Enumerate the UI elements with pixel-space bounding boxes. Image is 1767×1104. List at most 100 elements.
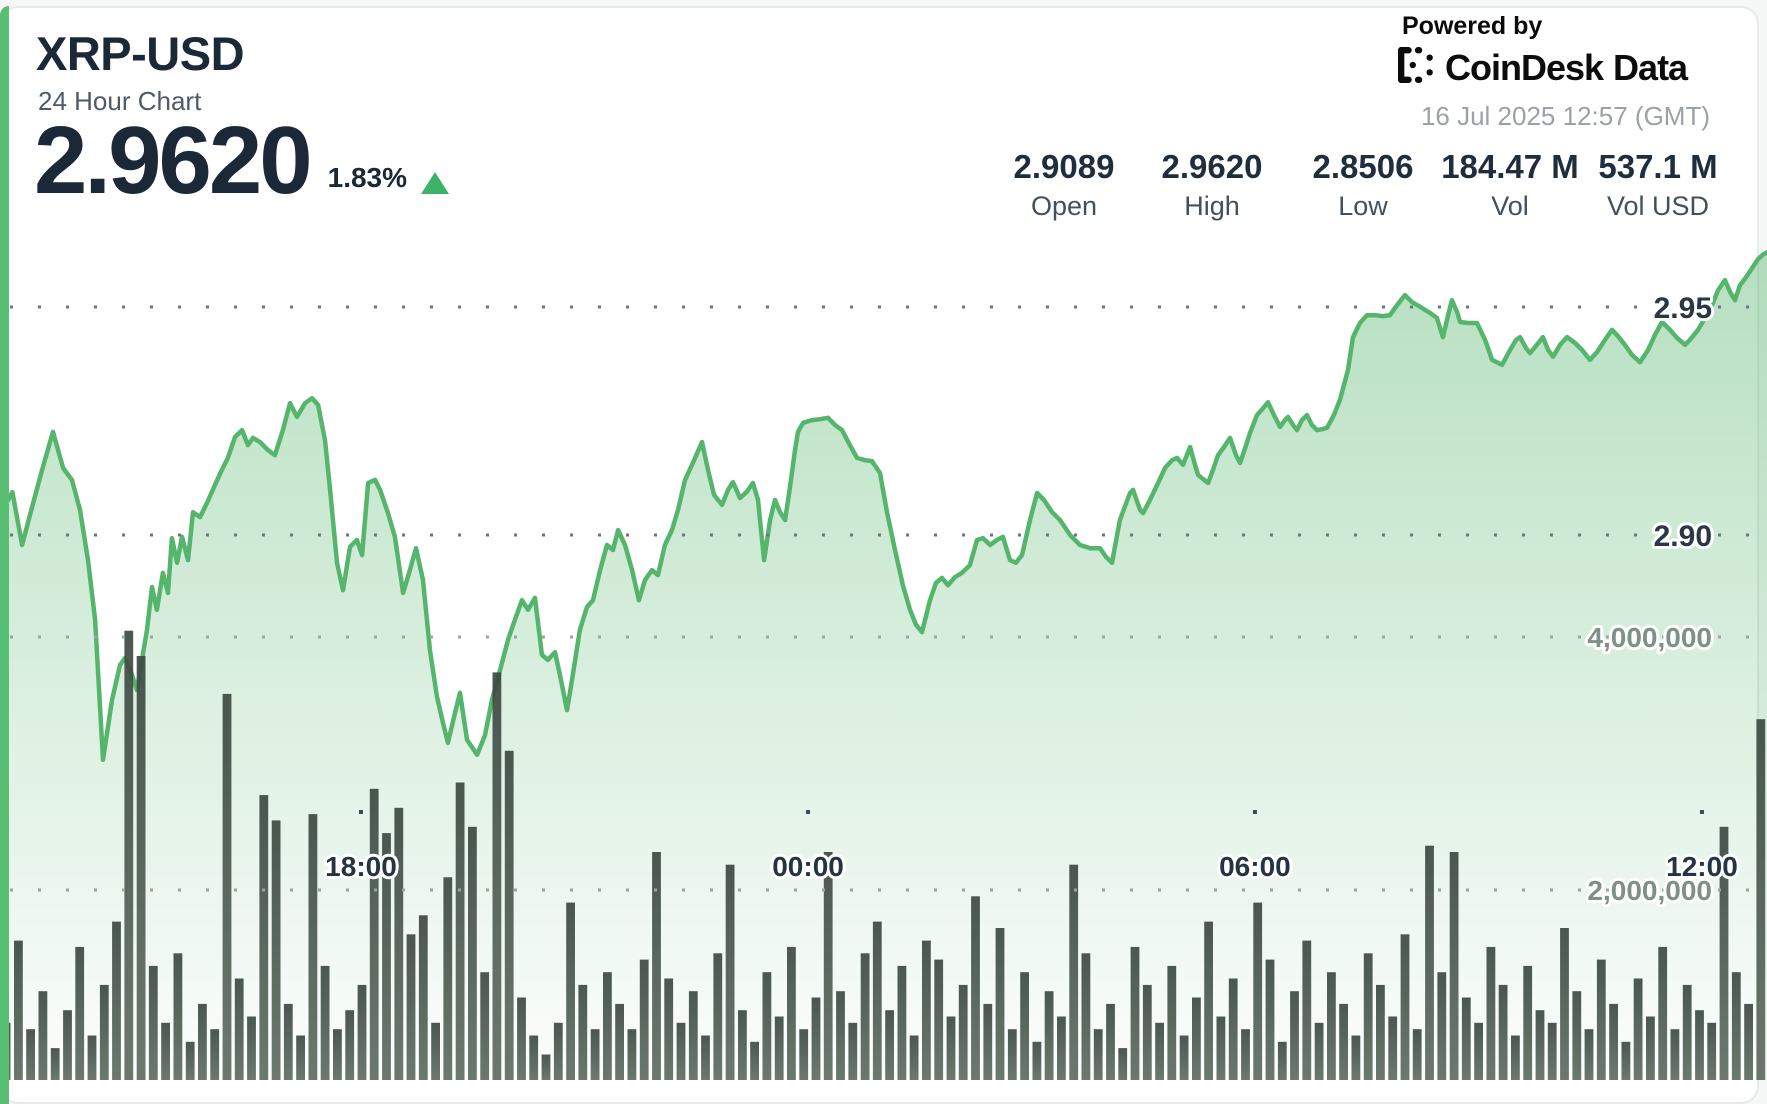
time-axis-label: 12:00 <box>1666 851 1738 882</box>
volume-bar <box>578 984 588 1080</box>
volume-bar <box>1731 972 1741 1080</box>
volume-bar <box>1057 1016 1066 1080</box>
volume-bar <box>1388 1016 1398 1080</box>
volume-bar <box>1596 959 1606 1080</box>
volume-bar <box>762 972 772 1080</box>
volume-bars <box>1 630 1766 1080</box>
price-area-fill <box>5 252 1767 1080</box>
volume-axis-tick: 2,000,000 <box>1587 875 1712 906</box>
volume-bar <box>738 1010 747 1080</box>
volume-bar <box>1339 1003 1348 1080</box>
volume-bar <box>1277 1041 1287 1080</box>
volume-bar <box>1425 845 1434 1080</box>
change-percent: 1.83% <box>327 161 408 193</box>
volume-bar <box>1572 991 1582 1080</box>
volume-bar <box>713 953 723 1080</box>
volume-bar <box>688 991 698 1080</box>
stat-open-value: 2.9089 <box>1013 148 1115 185</box>
stat-volume-usd: 537.1 M Vol USD <box>1598 148 1717 222</box>
volume-bar <box>1560 928 1569 1080</box>
volume-bar <box>1437 972 1447 1080</box>
volume-bar <box>750 1041 759 1080</box>
volume-bar <box>1155 1022 1164 1080</box>
volume-bar <box>480 972 490 1080</box>
volume-bar <box>590 1029 600 1080</box>
volume-bar <box>823 852 833 1080</box>
volume-bar <box>357 984 367 1080</box>
price-line <box>3 250 1767 763</box>
volume-bar <box>787 946 796 1080</box>
volume-bar <box>50 1048 60 1080</box>
volume-bar <box>1327 972 1336 1080</box>
volume-bar <box>1032 1041 1042 1080</box>
volume-bar <box>627 1029 637 1080</box>
volume-bar <box>1241 1029 1250 1080</box>
volume-bar <box>836 991 845 1080</box>
volume-bar <box>725 864 735 1080</box>
volume-bar <box>1020 972 1029 1080</box>
stat-high-value: 2.9620 <box>1161 148 1263 185</box>
volume-bar <box>124 630 134 1080</box>
volume-bar <box>1400 934 1410 1080</box>
volume-bar <box>1609 1003 1618 1080</box>
volume-bar <box>676 1022 686 1080</box>
volume-bar <box>271 820 281 1080</box>
volume-bar <box>283 1003 293 1080</box>
volume-bar <box>1118 1048 1128 1080</box>
volume-bar <box>38 991 48 1080</box>
volume-bar <box>1044 991 1054 1080</box>
volume-bar <box>1253 902 1263 1080</box>
brand-name: CoinDesk Data <box>1445 46 1688 88</box>
volume-bar <box>87 1035 97 1080</box>
volume-bar <box>872 921 882 1080</box>
volume-bar <box>1486 946 1496 1080</box>
volume-bar <box>333 1029 342 1080</box>
price-block: 2.9620 1.83% <box>34 107 450 214</box>
volume-bar <box>1265 959 1275 1080</box>
volume-bar <box>492 672 502 1080</box>
volume-bar <box>63 1010 72 1080</box>
volume-bar <box>885 1010 894 1080</box>
volume-bar <box>1302 940 1312 1080</box>
volume-bar <box>210 1029 220 1080</box>
volume-bar <box>161 1022 170 1080</box>
volume-bar <box>148 965 158 1080</box>
chart-subtitle: 24 Hour Chart <box>38 86 202 116</box>
volume-bar <box>1290 991 1299 1080</box>
stats-row: 2.9089 Open 2.9620 High 2.8506 Low 184.4… <box>0 148 1767 238</box>
volume-bar <box>14 940 23 1080</box>
volume-bar <box>1314 1022 1324 1080</box>
volume-bar <box>603 972 612 1080</box>
volume-bar <box>296 1035 305 1080</box>
coindesk-data-link[interactable]: CoinDesk Data <box>1398 46 1688 89</box>
volume-bar <box>1351 1035 1361 1080</box>
volume-bar <box>443 877 453 1080</box>
volume-bar <box>382 833 391 1080</box>
stat-volume-value: 184.47 M <box>1441 148 1579 185</box>
volume-bar <box>1179 1035 1189 1080</box>
price-axis-tick: 2.90 <box>1654 520 1712 553</box>
current-price: 2.9620 <box>34 107 313 214</box>
volume-bar <box>958 984 968 1080</box>
volume-bar <box>1130 946 1140 1080</box>
time-axis-label: 00:00 <box>772 851 844 882</box>
volume-bar <box>701 1035 710 1080</box>
powered-by-label: Powered by <box>1402 12 1543 40</box>
volume-bar <box>1584 1029 1594 1080</box>
volume-bar <box>345 1010 355 1080</box>
volume-bar <box>1363 953 1373 1080</box>
price-volume-chart[interactable]: 2.95 2.90 4,000,000 2,000,000 18:00 00:00 06:0… <box>0 0 1767 1080</box>
volume-bar <box>1682 984 1692 1080</box>
volume-bar <box>934 959 944 1080</box>
volume-bar <box>1498 984 1508 1080</box>
volume-bar <box>320 965 330 1080</box>
volume-bar <box>259 795 269 1080</box>
volume-bar <box>234 978 244 1080</box>
volume-bar <box>946 1016 956 1080</box>
volume-bar <box>1707 1022 1717 1080</box>
time-axis-label: 18:00 <box>325 851 397 882</box>
chart-canvas[interactable]: 2.95 2.90 4,000,000 2,000,000 18:00 00:00 06:0… <box>0 0 1767 1080</box>
volume-bar <box>1106 1003 1115 1080</box>
volume-bar <box>247 1016 256 1080</box>
stat-low-label: Low <box>1338 191 1388 221</box>
